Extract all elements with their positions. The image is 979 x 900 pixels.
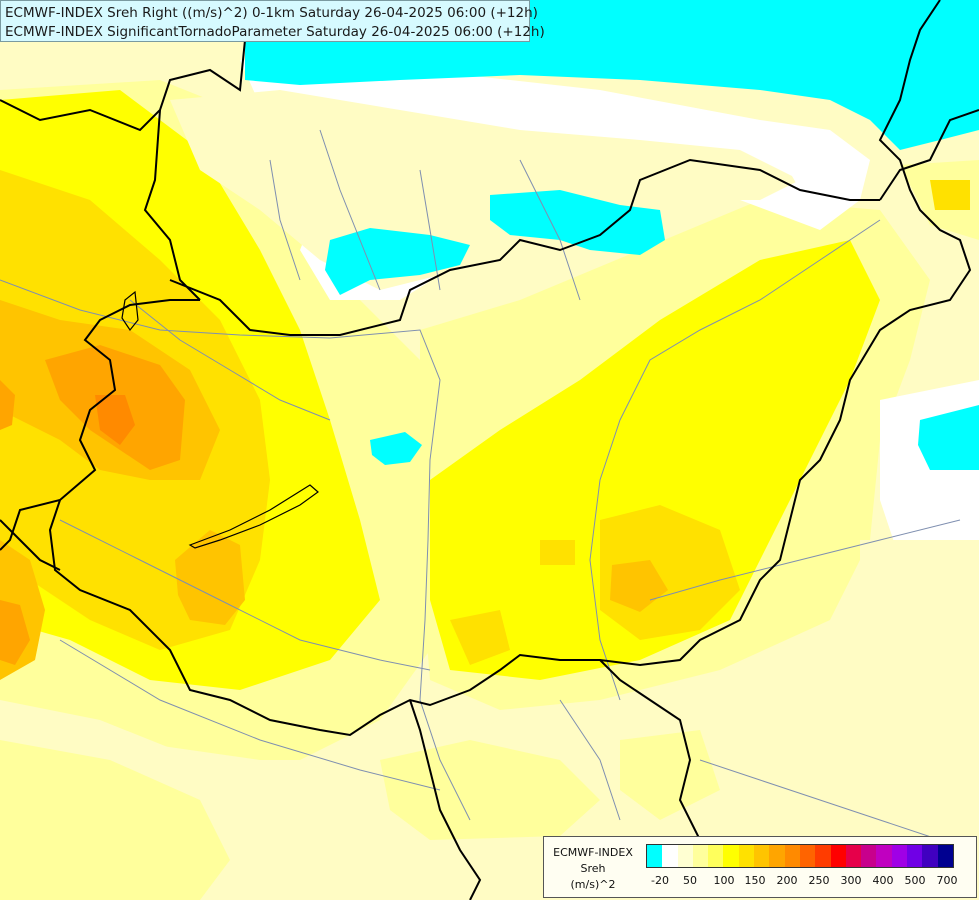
legend-swatch (769, 845, 785, 867)
border-west (0, 519, 61, 571)
legend-swatch (754, 845, 770, 867)
field-light-south-3 (620, 730, 720, 820)
legend-unit: (m/s)^2 (570, 878, 616, 891)
legend-ticks: -20 50 100 150 200 250 300 400 500 700 (646, 874, 976, 890)
river-raba (129, 299, 331, 421)
legend-swatch (677, 845, 693, 867)
legend-swatch (738, 845, 755, 867)
river-sava (59, 639, 441, 791)
legend-variable: Sreh (580, 862, 606, 875)
legend-swatch (907, 845, 923, 867)
border-slovakia-hungary (169, 158, 880, 336)
border-austria-hungary (0, 299, 200, 551)
legend-tick-label: 500 (904, 874, 926, 887)
field-cyan-east (918, 405, 979, 470)
field-pale-north (170, 90, 800, 290)
legend-swatch (723, 845, 739, 867)
title-line-2: ECMWF-INDEX SignificantTornadoParameter … (5, 24, 545, 40)
legend-swatch (692, 845, 709, 867)
legend-tick-label: 700 (936, 874, 958, 887)
legend-swatch (708, 845, 724, 867)
field-cyan-balaton (370, 432, 422, 465)
field-gold-east-3 (540, 540, 575, 565)
field-dark-orange-core (95, 395, 135, 445)
field-orange-far-west (0, 380, 15, 430)
legend-swatch (662, 845, 678, 867)
legend-swatch (861, 845, 877, 867)
title-line-1: ECMWF-INDEX Sreh Right ((m/s)^2) 0-1km S… (5, 5, 538, 21)
legend-swatch (922, 845, 938, 867)
legend-tick-label: 300 (840, 874, 862, 887)
legend-tick-label: -20 (651, 874, 669, 887)
border-czech-slovakia (0, 0, 256, 132)
field-orange-west-edge (0, 600, 30, 665)
field-cyan-slovakia (490, 190, 665, 255)
legend-tick-label: 50 (683, 874, 697, 887)
legend-swatch (937, 845, 953, 867)
river-tisza (589, 219, 881, 701)
river-north-2 (269, 159, 301, 281)
legend-tick-label: 200 (776, 874, 798, 887)
river-southeast (699, 759, 941, 841)
map-title-box: ECMWF-INDEX Sreh Right ((m/s)^2) 0-1km S… (0, 0, 545, 42)
legend-swatch (830, 845, 846, 867)
river-hron (419, 169, 441, 291)
border-ukraine (879, 109, 979, 201)
legend-swatch (784, 845, 800, 867)
rivers (0, 129, 961, 841)
field-white-north-2 (760, 120, 870, 200)
border-serbia-romania (599, 659, 721, 871)
legend-tick-label: 150 (744, 874, 766, 887)
field-cyan-slovakia-west (325, 228, 470, 295)
field-gold-northeast (930, 180, 970, 210)
field-yellow-east (430, 240, 880, 680)
river-south (559, 699, 621, 821)
legend-swatch (891, 845, 908, 867)
color-legend: ECMWF-INDEX Sreh (m/s)^2 -20 50 100 150 200 2… (543, 836, 977, 898)
legend-tick-label: 400 (872, 874, 894, 887)
legend-swatch (799, 845, 816, 867)
field-light-south-2 (380, 740, 600, 840)
legend-swatch (815, 845, 831, 867)
lake-neusiedl (121, 290, 139, 332)
field-gold-east-2 (450, 610, 510, 665)
river-mures (649, 519, 961, 601)
legend-tick-label: 250 (808, 874, 830, 887)
field-light-south (0, 740, 230, 900)
border-poland (143, 109, 201, 301)
river-danube (0, 279, 471, 821)
legend-model: ECMWF-INDEX (553, 846, 633, 859)
legend-swatch (845, 845, 862, 867)
field-pale-east (860, 540, 979, 700)
river-vah (319, 129, 381, 291)
legend-swatch (647, 845, 663, 867)
legend-swatch (876, 845, 892, 867)
legend-swatches (646, 844, 954, 868)
lake-balaton (188, 484, 319, 549)
river-north-1 (519, 159, 581, 301)
border-croatia-serbia (409, 699, 482, 900)
field-amber-southwest (175, 530, 245, 625)
legend-tick-label: 100 (713, 874, 735, 887)
river-drava (59, 519, 431, 671)
border-hungary-croatia (48, 0, 972, 737)
